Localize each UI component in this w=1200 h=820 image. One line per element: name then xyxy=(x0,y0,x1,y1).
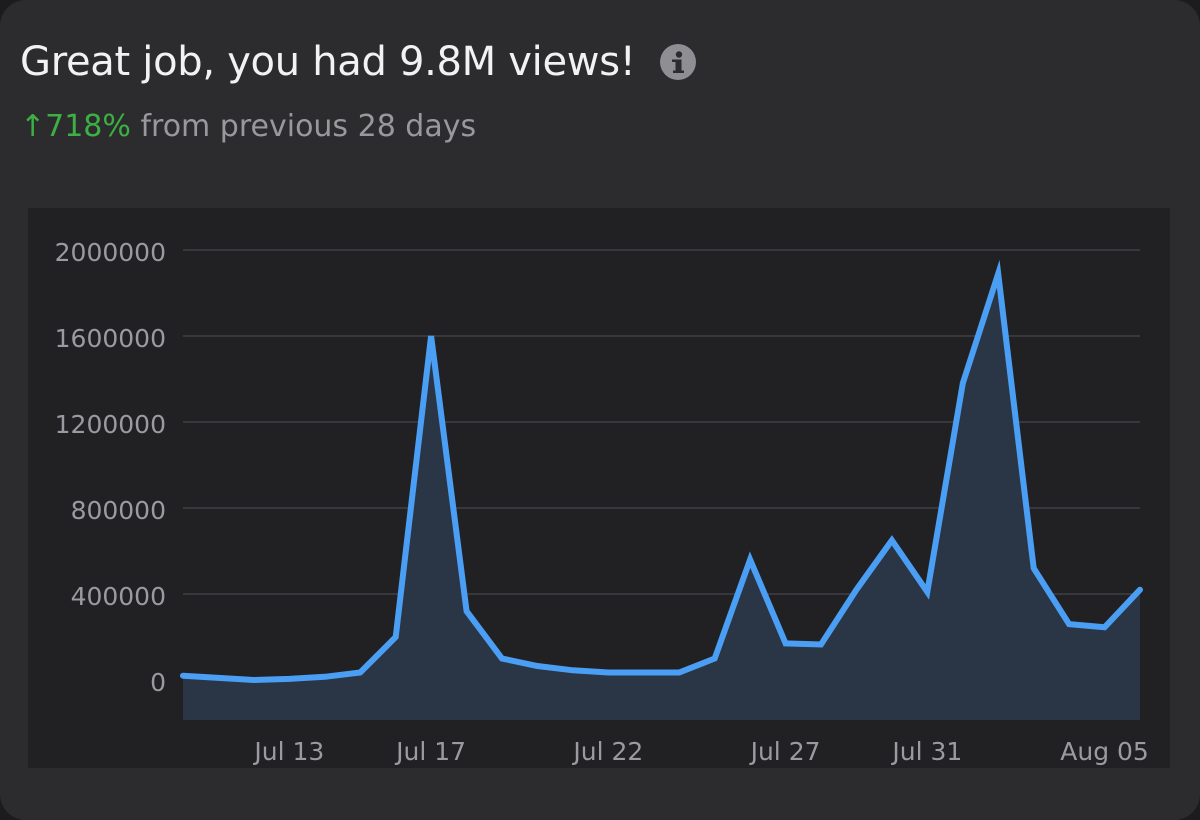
x-tick-label: Jul 27 xyxy=(749,737,821,766)
y-tick-label: 1200000 xyxy=(55,410,166,439)
y-axis-ticks: 0 400000 800000 1200000 1600000 2000000 xyxy=(55,238,166,697)
views-area xyxy=(183,273,1140,720)
page-title: Great job, you had 9.8M views! xyxy=(20,39,636,85)
x-tick-label: Jul 22 xyxy=(571,737,643,766)
y-tick-label: 2000000 xyxy=(55,238,166,267)
x-tick-label: Jul 17 xyxy=(394,737,466,766)
x-tick-label: Jul 13 xyxy=(252,737,324,766)
info-glyph xyxy=(671,51,684,73)
x-axis-ticks: Jul 13 Jul 17 Jul 22 Jul 27 Jul 31 Aug 05 xyxy=(252,737,1148,766)
comparison-text: from previous 28 days xyxy=(140,109,477,144)
x-tick-label: Jul 31 xyxy=(890,737,962,766)
y-tick-label: 400000 xyxy=(71,582,166,611)
change-percent: ↑718% xyxy=(20,109,131,144)
info-icon[interactable] xyxy=(659,44,696,80)
chart-panel: 0 400000 800000 1200000 1600000 2000000 Jul 1… xyxy=(28,208,1170,768)
y-tick-label: 800000 xyxy=(71,496,166,525)
y-tick-label: 1600000 xyxy=(55,324,166,353)
x-tick-label: Aug 05 xyxy=(1060,737,1149,766)
y-tick-label: 0 xyxy=(150,668,166,697)
views-chart: 0 400000 800000 1200000 1600000 2000000 Jul 1… xyxy=(55,238,1149,766)
comparison-line: ↑718% from previous 28 days xyxy=(20,110,476,143)
headline: Great job, you had 9.8M views! xyxy=(20,42,696,82)
views-line xyxy=(180,259,1143,684)
